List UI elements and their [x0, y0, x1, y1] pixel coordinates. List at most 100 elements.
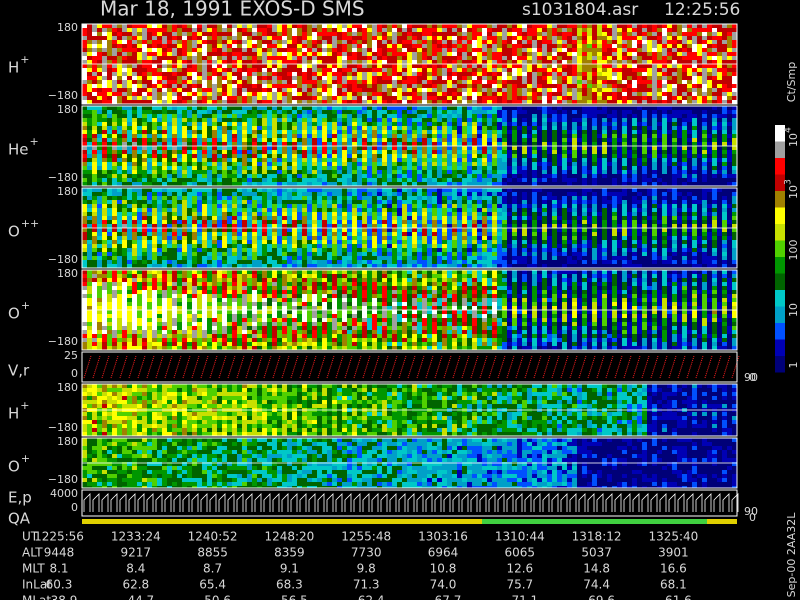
cell: [207, 100, 212, 104]
cell: [652, 72, 657, 76]
cell: [687, 96, 692, 100]
cell: [252, 154, 257, 158]
cell: [712, 76, 717, 80]
cell: [272, 150, 277, 154]
cell: [137, 110, 142, 114]
cell: [522, 84, 527, 88]
cell: [677, 24, 682, 28]
cell: [647, 114, 652, 118]
cell: [392, 76, 397, 80]
cell: [622, 178, 627, 182]
cell: [262, 130, 267, 134]
cell: [632, 170, 637, 174]
cell: [207, 24, 212, 28]
cell: [592, 40, 597, 44]
cell: [662, 76, 667, 80]
cell: [712, 84, 717, 88]
cell: [507, 24, 512, 28]
cell: [512, 28, 517, 32]
cell: [487, 40, 492, 44]
cell: [262, 114, 267, 118]
cell: [552, 158, 557, 162]
cell: [732, 92, 737, 96]
cell: [132, 178, 137, 182]
cell: [132, 88, 137, 92]
cell: [647, 150, 652, 154]
cell: [647, 92, 652, 96]
cell: [322, 56, 327, 60]
cell: [647, 80, 652, 84]
cell: [502, 40, 507, 44]
cell: [312, 154, 317, 158]
cell: [307, 32, 312, 36]
cell: [432, 150, 437, 154]
cell: [427, 146, 432, 150]
cell: [197, 24, 202, 28]
cell: [142, 36, 147, 40]
cell: [522, 88, 527, 92]
cell: [257, 52, 262, 56]
cell: [497, 84, 502, 88]
cell: [667, 110, 672, 114]
cell: [407, 40, 412, 44]
cell: [477, 84, 482, 88]
cell: [257, 142, 262, 146]
cell: [82, 174, 87, 178]
cell: [182, 96, 187, 100]
cell: [267, 76, 272, 80]
cell: [662, 142, 667, 146]
cell: [182, 162, 187, 166]
cell: [117, 80, 122, 84]
cell: [607, 88, 612, 92]
cell: [557, 88, 562, 92]
cell: [637, 44, 642, 48]
cell: [487, 154, 492, 158]
cell: [367, 36, 372, 40]
cell: [327, 174, 332, 178]
cell: [492, 68, 497, 72]
cell: [337, 60, 342, 64]
cell: [542, 44, 547, 48]
cell: [142, 48, 147, 52]
cell: [262, 44, 267, 48]
cell: [667, 106, 672, 110]
cell: [237, 154, 242, 158]
cell: [632, 36, 637, 40]
cell: [362, 24, 367, 28]
cell: [202, 158, 207, 162]
cell: [337, 56, 342, 60]
cell: [277, 170, 282, 174]
cell: [382, 32, 387, 36]
cell: [432, 162, 437, 166]
cell: [607, 126, 612, 130]
cell: [592, 162, 597, 166]
cell: [487, 166, 492, 170]
cell: [477, 36, 482, 40]
cell: [242, 178, 247, 182]
cell: [417, 52, 422, 56]
cell: [422, 182, 427, 186]
cell: [702, 44, 707, 48]
cell: [167, 84, 172, 88]
cell: [412, 68, 417, 72]
cell: [372, 64, 377, 68]
cell: [287, 100, 292, 104]
cell: [202, 40, 207, 44]
cell: [112, 76, 117, 80]
cell: [222, 106, 227, 110]
cell: [397, 126, 402, 130]
cell: [397, 40, 402, 44]
cell: [492, 44, 497, 48]
cell: [152, 92, 157, 96]
cell: [567, 138, 572, 142]
cell: [277, 106, 282, 110]
cell: [477, 100, 482, 104]
cell: [287, 56, 292, 60]
cell: [542, 80, 547, 84]
cell: [227, 174, 232, 178]
cell: [192, 174, 197, 178]
cell: [287, 166, 292, 170]
cell: [617, 182, 622, 186]
cell: [327, 44, 332, 48]
cell: [167, 56, 172, 60]
